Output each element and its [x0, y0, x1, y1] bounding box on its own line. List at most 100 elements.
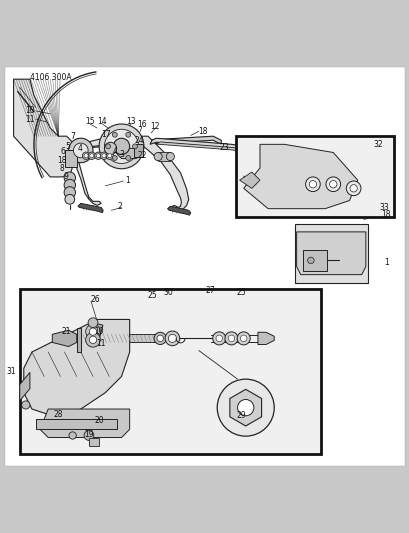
Text: 18: 18	[380, 211, 390, 219]
Circle shape	[308, 181, 316, 188]
Text: 17: 17	[101, 130, 111, 139]
Bar	[20, 289, 320, 454]
Text: 28: 28	[54, 410, 63, 419]
Text: 4: 4	[77, 144, 82, 153]
Text: 13: 13	[126, 117, 135, 126]
Bar	[133, 144, 142, 157]
Circle shape	[157, 335, 163, 342]
Circle shape	[90, 154, 94, 158]
Circle shape	[68, 138, 93, 163]
Circle shape	[73, 143, 88, 158]
Circle shape	[166, 152, 174, 160]
Polygon shape	[52, 330, 76, 346]
Text: 29: 29	[236, 411, 246, 421]
Circle shape	[102, 154, 106, 158]
Circle shape	[346, 181, 360, 196]
Text: 32: 32	[372, 140, 382, 149]
Polygon shape	[20, 373, 30, 401]
Circle shape	[228, 335, 234, 342]
Bar	[76, 334, 156, 342]
Circle shape	[82, 152, 90, 159]
Bar	[235, 136, 393, 217]
Circle shape	[154, 152, 162, 160]
Circle shape	[64, 187, 75, 198]
Polygon shape	[243, 144, 357, 209]
Circle shape	[22, 401, 30, 409]
Circle shape	[168, 334, 176, 342]
Text: 25: 25	[236, 288, 246, 297]
Text: 12: 12	[150, 122, 160, 131]
Circle shape	[112, 156, 117, 160]
Bar	[64, 150, 76, 167]
Circle shape	[94, 152, 102, 159]
Circle shape	[88, 152, 95, 159]
Circle shape	[100, 152, 108, 159]
Circle shape	[84, 431, 94, 440]
Text: 21: 21	[62, 327, 71, 336]
Text: 2: 2	[117, 201, 121, 211]
Circle shape	[216, 335, 222, 342]
Circle shape	[237, 400, 253, 416]
Text: 3: 3	[119, 150, 124, 159]
Bar	[89, 438, 99, 446]
Text: 1: 1	[383, 258, 388, 267]
Circle shape	[126, 132, 130, 137]
Circle shape	[89, 336, 97, 343]
Text: 4106 300A: 4106 300A	[30, 72, 71, 82]
Polygon shape	[40, 409, 129, 438]
Circle shape	[329, 181, 336, 188]
Circle shape	[225, 332, 237, 345]
Polygon shape	[167, 206, 190, 215]
Circle shape	[96, 154, 100, 158]
Circle shape	[212, 332, 225, 345]
Text: 4: 4	[113, 147, 117, 156]
Polygon shape	[156, 142, 261, 157]
Circle shape	[85, 324, 100, 339]
Polygon shape	[131, 136, 188, 211]
Circle shape	[104, 142, 116, 155]
Text: 30: 30	[163, 288, 173, 297]
Polygon shape	[257, 332, 274, 344]
Polygon shape	[150, 138, 263, 156]
Text: 16: 16	[137, 120, 146, 130]
Bar	[76, 328, 81, 352]
Circle shape	[64, 172, 75, 183]
Text: 22: 22	[137, 151, 146, 160]
Text: 14: 14	[97, 117, 107, 126]
Polygon shape	[78, 204, 103, 213]
Text: 18: 18	[57, 156, 66, 165]
Circle shape	[84, 154, 88, 158]
Text: 24: 24	[134, 136, 144, 145]
Circle shape	[236, 332, 249, 345]
Polygon shape	[70, 136, 119, 205]
Circle shape	[65, 195, 74, 204]
Circle shape	[217, 379, 274, 436]
Bar	[36, 419, 117, 430]
Text: 6: 6	[61, 147, 65, 156]
Text: 10: 10	[25, 107, 35, 116]
Circle shape	[104, 130, 138, 164]
Text: 9: 9	[63, 172, 68, 181]
Circle shape	[132, 144, 137, 149]
Circle shape	[258, 151, 265, 157]
Polygon shape	[24, 319, 129, 417]
Circle shape	[154, 332, 166, 344]
Circle shape	[64, 179, 75, 191]
Circle shape	[325, 177, 340, 191]
Text: 5: 5	[65, 142, 70, 151]
Text: 7: 7	[70, 132, 75, 141]
Text: 10: 10	[94, 327, 103, 336]
Circle shape	[88, 318, 98, 328]
Text: 26: 26	[90, 295, 100, 304]
Bar	[158, 152, 170, 160]
Bar	[87, 322, 103, 341]
Bar	[294, 224, 367, 283]
Circle shape	[106, 144, 110, 149]
Text: 18: 18	[198, 127, 207, 136]
Circle shape	[113, 138, 129, 155]
Circle shape	[349, 184, 356, 192]
Circle shape	[89, 328, 97, 335]
Text: 15: 15	[85, 117, 95, 126]
Text: 20: 20	[94, 416, 103, 425]
Polygon shape	[117, 148, 139, 159]
